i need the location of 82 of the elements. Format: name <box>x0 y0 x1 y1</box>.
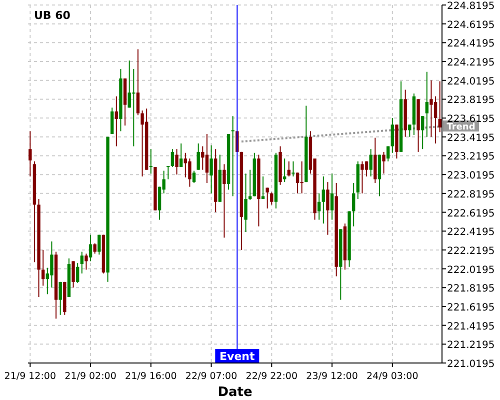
y-tick-label: 223.8195 <box>447 95 495 106</box>
y-tick-label: 221.2195 <box>447 340 495 352</box>
x-tick-label: 22/9 22:00 <box>246 371 298 382</box>
y-tick-label: 223.4195 <box>447 132 495 144</box>
candlestick <box>287 160 290 177</box>
candlestick <box>188 158 192 188</box>
y-tick-label: 221.6195 <box>447 302 495 314</box>
candlestick <box>244 173 248 232</box>
candlestick <box>390 118 394 154</box>
candlestick <box>192 170 196 184</box>
candlestick <box>434 96 438 144</box>
candlestick <box>58 281 62 316</box>
x-axis-title: Date <box>218 385 252 400</box>
candlestick <box>408 124 412 138</box>
x-tick-label: 21/9 12:00 <box>4 371 56 382</box>
candlestick <box>175 148 178 176</box>
y-tick-label: 222.8195 <box>447 189 495 200</box>
candlestick <box>84 253 88 270</box>
candlestick <box>425 71 428 138</box>
y-tick-label: 222.2195 <box>447 246 495 257</box>
candlestick <box>88 234 92 262</box>
y-tick-label: 223.2195 <box>447 152 495 163</box>
candlestick <box>386 146 390 162</box>
candlestick <box>330 173 334 220</box>
candlestick <box>300 160 304 194</box>
candlestick <box>114 96 118 147</box>
candlestick <box>318 192 321 220</box>
candlestick <box>180 142 183 168</box>
candlestick <box>322 176 325 224</box>
y-tick-label: 221.4195 <box>447 321 495 332</box>
candlestick <box>292 160 295 177</box>
candlestick <box>205 134 209 184</box>
candlestick <box>50 240 54 288</box>
candlestick <box>360 160 364 194</box>
y-tick-label: 222.6195 <box>447 208 495 220</box>
candlestick <box>210 144 213 194</box>
candlestick <box>201 146 204 170</box>
candlestick <box>196 142 200 170</box>
candlestick <box>110 107 114 135</box>
y-tick-label: 224.6195 <box>447 20 495 31</box>
y-tick-label: 221.0195 <box>447 359 495 370</box>
chart-title: UB 60 <box>34 9 71 22</box>
candlestick <box>270 192 274 206</box>
x-tick-label: 21/9 02:00 <box>64 371 116 382</box>
candlestick <box>42 249 45 286</box>
y-tick-label: 224.2195 <box>447 58 495 69</box>
y-tick-label: 222.4195 <box>447 227 495 238</box>
candlestick <box>248 169 252 200</box>
candlestick <box>166 166 170 180</box>
candlestick <box>231 116 234 197</box>
candlestick <box>261 176 265 200</box>
candlestick <box>98 234 101 256</box>
x-tick-label: 22/9 07:00 <box>185 371 238 382</box>
y-tick-label: 224.0195 <box>447 76 495 88</box>
candlestick <box>170 148 174 168</box>
candlestick <box>93 242 96 254</box>
y-tick-label: 222.0195 <box>447 264 495 276</box>
candlestick <box>266 187 269 209</box>
candlestick <box>296 172 300 194</box>
candlestick <box>369 148 372 177</box>
candlestick <box>149 148 152 174</box>
y-tick-label: 224.4195 <box>447 38 495 50</box>
y-tick-label: 224.8195 <box>447 1 495 12</box>
candlestick <box>72 260 75 288</box>
y-tick-label: 221.8195 <box>447 284 495 295</box>
candlestick <box>136 48 140 116</box>
candlestick <box>352 182 356 227</box>
candlestick <box>421 116 424 150</box>
candlestick <box>80 251 84 274</box>
candlestick <box>430 80 433 138</box>
candlestick <box>326 182 330 236</box>
x-tick-label: 24/9 03:00 <box>366 371 418 382</box>
candlestick <box>382 151 386 174</box>
candlestick <box>222 164 226 238</box>
candlestick <box>140 110 144 177</box>
candlestick <box>28 130 32 177</box>
y-tick-label: 223.0195 <box>447 170 495 182</box>
x-tick-label: 21/9 16:00 <box>125 371 177 382</box>
annotation: Event <box>220 350 255 363</box>
candlestick <box>364 160 368 177</box>
x-tick-label: 23/9 12:00 <box>306 371 358 382</box>
candlestick <box>76 262 80 284</box>
